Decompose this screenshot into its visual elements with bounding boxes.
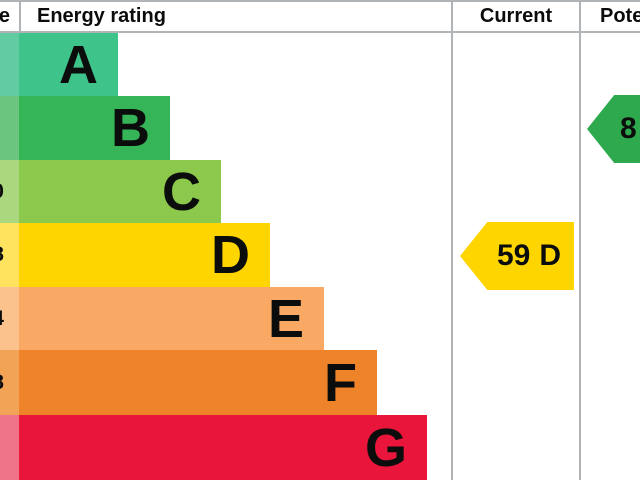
column-header-score: Score <box>0 5 10 27</box>
band-letter-e: E <box>267 288 304 349</box>
column-header-energy-rating: Energy rating <box>37 5 166 27</box>
rating-bar-e: E <box>19 287 324 350</box>
score-range-d: 55-68 <box>0 243 4 267</box>
band-row-c: 69-80 C <box>0 160 221 223</box>
score-cell-g: 1-20 <box>0 415 19 480</box>
top-border-line <box>0 0 640 2</box>
current-column-divider <box>451 0 453 480</box>
potential-rating-value: 8 <box>620 112 637 145</box>
score-range-e: 39-54 <box>0 307 4 331</box>
band-letter-g: G <box>364 417 407 478</box>
potential-rating-arrow: 8 <box>587 95 640 163</box>
band-row-b: 81-91 B <box>0 96 170 160</box>
current-rating-value: 59 <box>496 239 531 272</box>
band-letter-c: C <box>162 161 201 222</box>
score-range-f: 21-38 <box>0 371 4 395</box>
current-rating-arrow: 59 D <box>460 222 574 290</box>
score-column-divider <box>19 0 21 33</box>
rating-bar-b: B <box>19 96 170 160</box>
band-letter-d: D <box>211 225 250 285</box>
band-row-d: 55-68 D <box>0 223 270 287</box>
score-range-c: 69-80 <box>0 180 4 204</box>
rating-bar-a: A <box>19 33 118 96</box>
column-header-potential: Potential <box>600 5 640 27</box>
score-cell-b: 81-91 <box>0 96 19 160</box>
score-cell-d: 55-68 <box>0 223 19 287</box>
rating-bar-c: C <box>19 160 221 223</box>
band-letter-a: A <box>59 34 98 95</box>
band-letter-b: B <box>111 98 150 158</box>
column-header-current: Current <box>479 5 553 27</box>
rating-bar-d: D <box>19 223 270 287</box>
rating-bar-g: G <box>19 415 427 480</box>
score-cell-c: 69-80 <box>0 160 19 223</box>
band-row-a: 92+ A <box>0 33 118 96</box>
score-cell-a: 92+ <box>0 33 19 96</box>
band-letter-f: F <box>324 352 357 413</box>
current-rating-band-letter: D <box>539 239 562 272</box>
potential-column-divider <box>579 0 581 480</box>
header-bottom-line <box>0 31 640 33</box>
score-cell-e: 39-54 <box>0 287 19 350</box>
band-row-f: 21-38 F <box>0 350 377 415</box>
rating-bar-f: F <box>19 350 377 415</box>
score-cell-f: 21-38 <box>0 350 19 415</box>
band-row-e: 39-54 E <box>0 287 324 350</box>
band-row-g: 1-20 G <box>0 415 427 480</box>
